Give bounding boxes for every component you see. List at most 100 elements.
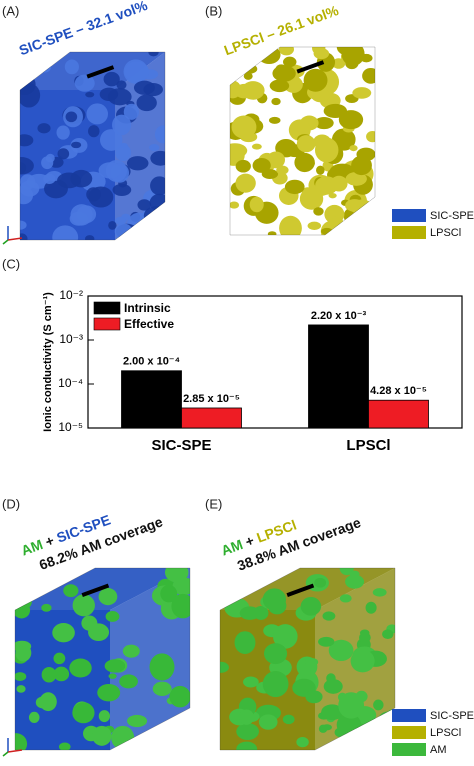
blob	[314, 117, 334, 130]
blob	[114, 216, 127, 225]
blob	[171, 593, 190, 619]
blob	[126, 156, 149, 171]
legend-label: AM	[430, 744, 447, 756]
bar	[181, 407, 242, 429]
blob	[282, 714, 295, 725]
blob	[169, 685, 190, 708]
blob	[322, 611, 336, 621]
blob	[99, 87, 119, 101]
blob	[266, 151, 286, 169]
blob	[318, 636, 335, 647]
blob	[331, 216, 344, 230]
y-tick-label: 10⁻⁴	[58, 376, 83, 390]
blob	[229, 569, 256, 595]
panel-label: (C)	[2, 256, 20, 271]
blob	[136, 94, 157, 112]
panel-label: (B)	[205, 3, 222, 18]
blob	[339, 594, 352, 603]
blob	[316, 165, 325, 175]
blob	[20, 157, 34, 175]
blob	[20, 134, 34, 147]
face	[20, 52, 165, 90]
blob	[20, 73, 36, 96]
blob	[230, 59, 240, 66]
blob	[146, 739, 166, 750]
blob	[123, 103, 140, 120]
blob	[230, 201, 240, 209]
legend-label: SIC-SPE	[430, 210, 474, 222]
blob	[231, 585, 241, 593]
blob	[52, 623, 75, 643]
blob	[365, 601, 377, 614]
blob	[382, 629, 394, 639]
blob	[338, 692, 365, 719]
blob	[41, 156, 54, 170]
blob	[104, 659, 126, 673]
blob	[115, 144, 132, 162]
blob	[171, 723, 190, 742]
blob	[108, 220, 117, 230]
blob	[86, 187, 101, 202]
blob	[269, 79, 290, 93]
panel-label: (A)	[2, 3, 19, 18]
panel-label: (E)	[205, 496, 222, 511]
blob	[303, 68, 328, 92]
legend-label: LPSCl	[430, 727, 461, 739]
blob	[154, 125, 165, 144]
blob	[236, 741, 258, 750]
blob	[272, 624, 298, 649]
blob	[332, 58, 346, 69]
blob	[271, 97, 281, 106]
blob	[105, 611, 120, 622]
panel-title: AM + SIC-SPE 68.2% AM coverage	[19, 511, 165, 573]
blob	[114, 223, 133, 240]
blob	[241, 81, 265, 100]
legend-swatch	[93, 317, 121, 331]
blob	[57, 172, 81, 189]
title-part: +	[243, 532, 256, 550]
blob	[116, 80, 127, 90]
blob	[349, 144, 358, 152]
blob	[362, 67, 375, 84]
blob	[262, 670, 289, 698]
blob	[258, 714, 278, 730]
blob	[299, 187, 324, 210]
blob	[236, 723, 259, 740]
blob	[331, 738, 355, 750]
cube	[14, 567, 191, 751]
axis-triad	[2, 239, 9, 245]
scale-bar	[81, 583, 110, 597]
blob	[351, 155, 372, 176]
scale-bar	[86, 65, 115, 79]
blob	[119, 674, 138, 689]
title-part: +	[43, 532, 56, 550]
blob	[153, 228, 163, 235]
blob	[152, 681, 172, 697]
cube-body	[15, 568, 190, 750]
title-part: AM	[19, 536, 45, 558]
blob	[220, 661, 229, 673]
blob	[63, 584, 79, 598]
blob	[352, 87, 372, 99]
blob	[313, 207, 324, 216]
blob	[111, 725, 135, 750]
face	[230, 47, 375, 85]
blob	[322, 724, 332, 731]
blob	[305, 159, 315, 168]
legend-swatch	[392, 709, 426, 722]
axis-triad	[7, 237, 23, 241]
blob	[16, 685, 26, 693]
y-tick-label: 10⁻⁵	[58, 420, 83, 434]
legend-label: LPSCl	[430, 227, 461, 239]
bar	[121, 370, 182, 429]
blob	[65, 111, 78, 123]
legend-swatch	[392, 209, 426, 222]
blob	[307, 221, 322, 230]
value-label: 2.85 x 10⁻⁵	[183, 393, 240, 405]
blob	[372, 588, 387, 597]
blob	[252, 157, 271, 173]
legend-label: SIC-SPE	[430, 710, 474, 722]
blob	[366, 131, 375, 143]
blob	[230, 143, 248, 159]
